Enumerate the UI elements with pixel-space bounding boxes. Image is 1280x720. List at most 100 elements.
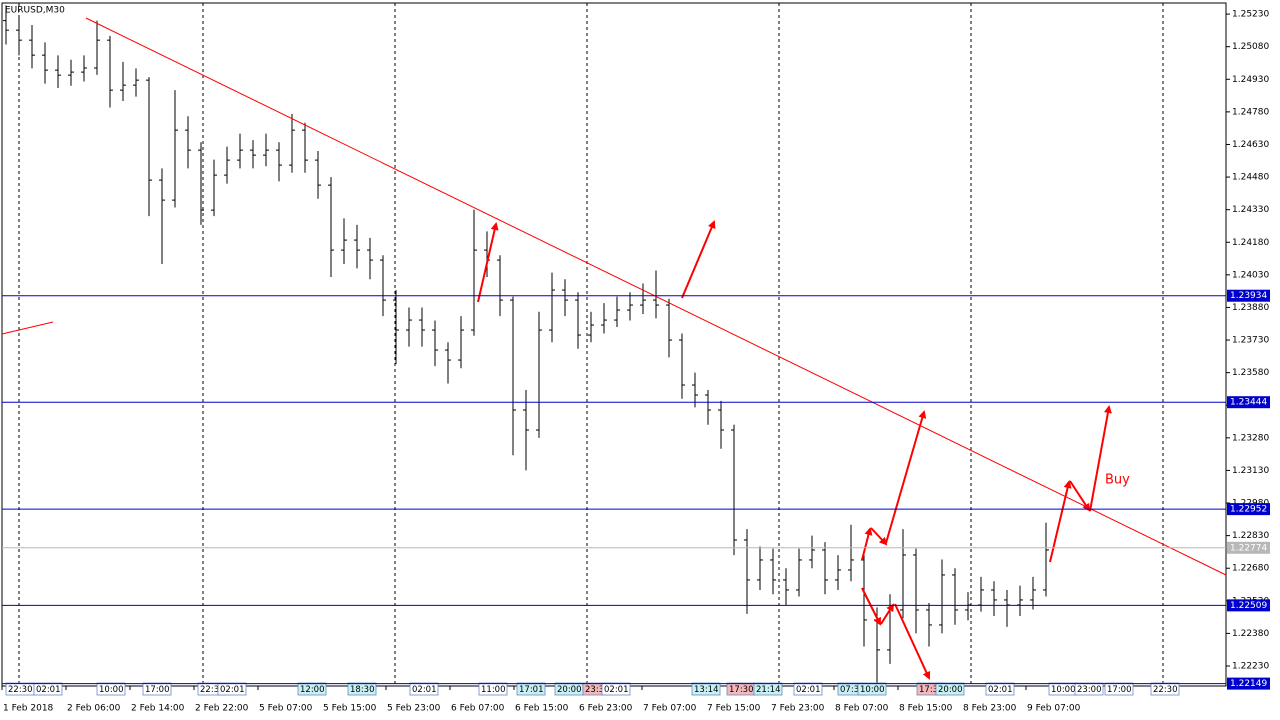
level-box — [1227, 599, 1270, 612]
arrow — [885, 410, 927, 544]
y-tick-label: 1.22680 — [1232, 564, 1269, 574]
current-price-label: 1.22774 — [1230, 543, 1267, 553]
level-box — [1227, 677, 1270, 690]
session-label: 11:00 — [481, 685, 506, 695]
arrow — [681, 220, 716, 299]
x-tick-label: 6 Feb 23:00 — [579, 704, 633, 714]
session-label: 02:01 — [796, 685, 821, 695]
x-tick-label: 6 Feb 15:00 — [515, 704, 569, 714]
y-tick-label: 1.24330 — [1232, 205, 1269, 215]
arrow — [870, 527, 888, 546]
session-label: 17:3 — [919, 685, 938, 695]
chart-title: EURUSD,M30 — [5, 6, 65, 16]
session-label: 20:00 — [557, 685, 582, 695]
x-tick-label: 1 Feb 2018 — [3, 704, 54, 714]
session-label: 02:01 — [604, 685, 629, 695]
session-label: 13:14 — [694, 685, 719, 695]
session-label: 17:30 — [729, 685, 754, 695]
session-box — [1150, 682, 1180, 696]
y-tick-label: 1.22380 — [1232, 629, 1269, 639]
y-tick-label: 1.24030 — [1232, 270, 1269, 280]
x-tick-label: 6 Feb 07:00 — [451, 704, 505, 714]
session-label: 18:30 — [350, 685, 375, 695]
arrow — [1089, 405, 1112, 512]
bars — [3, 5, 1049, 684]
session-box — [601, 682, 631, 696]
session-box — [33, 682, 63, 696]
y-tick-label: 1.23880 — [1232, 303, 1269, 313]
annotation: Buy — [1105, 473, 1130, 488]
level-box — [1227, 396, 1270, 409]
x-tick-label: 7 Feb 23:00 — [771, 704, 825, 714]
x-tick-label: 8 Feb 23:00 — [963, 704, 1017, 714]
session-box — [297, 682, 327, 696]
session-label: 17:00 — [145, 685, 170, 695]
y-tick-label: 1.22230 — [1232, 662, 1269, 672]
y-tick-label: 1.23280 — [1232, 433, 1269, 443]
drawings — [1, 17, 1227, 680]
trend-line — [1, 321, 54, 335]
y-tick-label: 1.24780 — [1232, 107, 1269, 117]
level-label: 1.22149 — [1230, 679, 1267, 689]
arrow — [1069, 480, 1091, 512]
session-label: 20:00 — [938, 685, 963, 695]
y-tick-label: 1.23130 — [1232, 466, 1269, 476]
session-label: 21:14 — [756, 685, 781, 695]
x-tick-label: 8 Feb 15:00 — [899, 704, 953, 714]
session-label: 02:01 — [220, 685, 245, 695]
level-label: 1.23934 — [1230, 291, 1267, 301]
session-label: 22:30 — [8, 685, 33, 695]
y-tick-label: 1.25080 — [1232, 42, 1269, 52]
x-tick-label: 5 Feb 15:00 — [323, 704, 377, 714]
y-tick-label: 1.24480 — [1232, 173, 1269, 183]
y-tick-label: 1.22830 — [1232, 531, 1269, 541]
y-tick-label: 1.24930 — [1232, 75, 1269, 85]
session-box — [1074, 682, 1104, 696]
plot-frame — [1, 2, 1227, 687]
session-label: 23:00 — [1077, 685, 1102, 695]
arrow — [477, 222, 499, 303]
session-label: 02:01 — [36, 685, 61, 695]
session-box — [985, 682, 1015, 696]
session-box — [347, 682, 377, 696]
session-label: 07:3 — [840, 685, 859, 695]
session-box — [691, 682, 721, 696]
session-label: 23:3 — [585, 685, 604, 695]
session-box — [1104, 682, 1134, 696]
session-box — [516, 682, 546, 696]
y-tick-label: 1.24180 — [1232, 238, 1269, 248]
arrow — [861, 527, 873, 561]
session-box — [793, 682, 823, 696]
session-label: 02:01 — [988, 685, 1013, 695]
session-label: 22:30 — [1153, 685, 1178, 695]
arrow — [880, 603, 895, 625]
arrow — [861, 587, 881, 626]
x-tick-label: 5 Feb 23:00 — [387, 704, 441, 714]
session-label: 10:00 — [1051, 685, 1076, 695]
session-label: 22:3 — [200, 685, 219, 695]
session-label: 12:00 — [300, 685, 325, 695]
level-label: 1.23444 — [1230, 398, 1267, 408]
x-tick-label: 8 Feb 07:00 — [835, 704, 889, 714]
x-tick-label: 7 Feb 07:00 — [643, 704, 697, 714]
session-box — [478, 682, 508, 696]
session-box — [409, 682, 439, 696]
session-label: 10:00 — [860, 685, 885, 695]
session-box — [217, 682, 247, 696]
session-box — [96, 682, 126, 696]
arrow — [1049, 480, 1072, 563]
session-box — [753, 682, 783, 696]
session-label: 02:01 — [412, 685, 437, 695]
level-box — [1227, 503, 1270, 516]
y-tick-label: 1.24630 — [1232, 140, 1269, 150]
current-price-box — [1227, 541, 1270, 554]
level-label: 1.22952 — [1230, 505, 1267, 515]
session-box — [142, 682, 172, 696]
session-box — [857, 682, 887, 696]
level-box — [1227, 289, 1270, 302]
y-tick-label: 1.23580 — [1232, 368, 1269, 378]
session-label: 17:00 — [1107, 685, 1132, 695]
x-tick-label: 5 Feb 07:00 — [259, 704, 313, 714]
x-tick-label: 2 Feb 06:00 — [67, 704, 121, 714]
